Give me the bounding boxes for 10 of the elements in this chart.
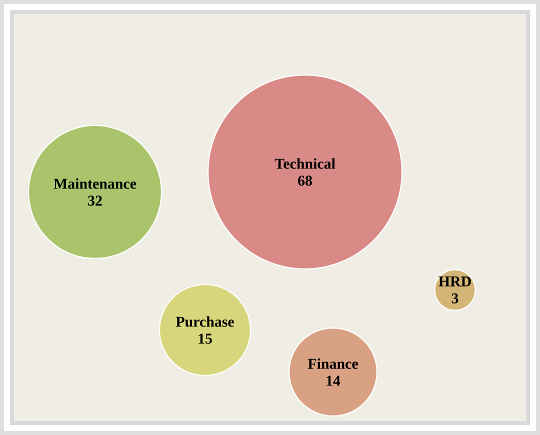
category-label: Maintenance (54, 178, 136, 189)
category-label: Finance (308, 358, 358, 369)
data-label: 3 (452, 293, 458, 304)
data-label: 14 (326, 376, 340, 386)
data-label: 68 (298, 176, 312, 186)
category-label: Technical (274, 158, 336, 169)
data-label: 15 (198, 334, 212, 344)
data-label: 32 (88, 196, 102, 206)
category-label: HRD (438, 276, 471, 286)
category-label: Purchase (176, 316, 234, 327)
